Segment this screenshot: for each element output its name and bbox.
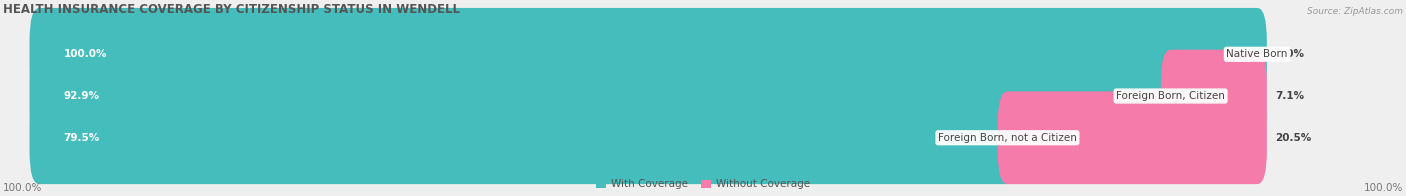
Text: Source: ZipAtlas.com: Source: ZipAtlas.com — [1308, 7, 1403, 16]
FancyBboxPatch shape — [30, 8, 1267, 101]
FancyBboxPatch shape — [30, 91, 1267, 184]
Text: HEALTH INSURANCE COVERAGE BY CITIZENSHIP STATUS IN WENDELL: HEALTH INSURANCE COVERAGE BY CITIZENSHIP… — [3, 3, 460, 16]
Text: 79.5%: 79.5% — [63, 133, 100, 143]
FancyBboxPatch shape — [30, 8, 1267, 101]
Text: 0.0%: 0.0% — [1275, 49, 1305, 59]
FancyBboxPatch shape — [30, 50, 1267, 142]
Text: Foreign Born, not a Citizen: Foreign Born, not a Citizen — [938, 133, 1077, 143]
Text: 100.0%: 100.0% — [1364, 183, 1403, 193]
FancyBboxPatch shape — [1161, 50, 1267, 142]
FancyBboxPatch shape — [998, 91, 1267, 184]
Legend: With Coverage, Without Coverage: With Coverage, Without Coverage — [592, 175, 814, 193]
FancyBboxPatch shape — [30, 91, 1017, 184]
Text: 7.1%: 7.1% — [1275, 91, 1305, 101]
Text: 100.0%: 100.0% — [3, 183, 42, 193]
Text: Native Born: Native Born — [1226, 49, 1288, 59]
Text: 20.5%: 20.5% — [1275, 133, 1312, 143]
Text: Foreign Born, Citizen: Foreign Born, Citizen — [1116, 91, 1225, 101]
Text: 100.0%: 100.0% — [63, 49, 107, 59]
Text: 92.9%: 92.9% — [63, 91, 100, 101]
FancyBboxPatch shape — [30, 50, 1181, 142]
